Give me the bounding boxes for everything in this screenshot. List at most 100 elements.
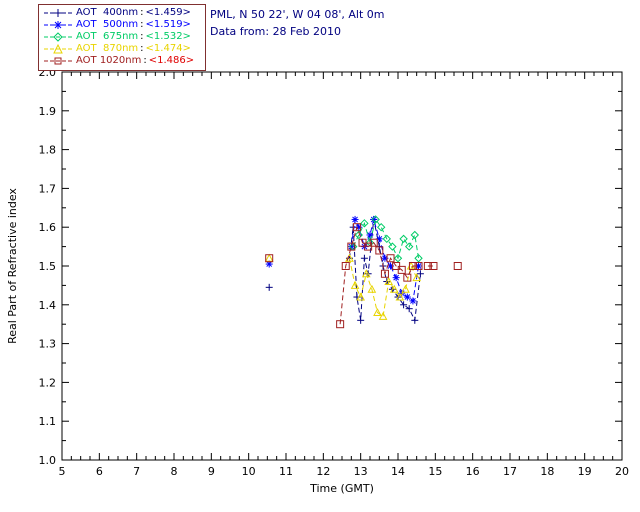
legend-item: AOT 500nm: <1.519> [43, 19, 201, 31]
y-tick-label: 1.8 [39, 144, 57, 157]
marker-square [403, 273, 412, 282]
x-tick-label: 16 [466, 465, 480, 478]
marker-square [265, 254, 274, 263]
marker-diamond [399, 234, 408, 244]
legend-series-mean-value: <1.519> [145, 19, 191, 30]
legend-item: AOT 1020nm: <1.486> [43, 55, 201, 67]
legend-series-mean-value: <1.486> [148, 55, 195, 66]
series-line [352, 218, 420, 260]
x-tick-label: 12 [316, 465, 330, 478]
y-tick-label: 1.6 [39, 221, 57, 234]
marker-triangle [412, 273, 422, 282]
marker-square [369, 238, 378, 247]
marker-diamond [410, 230, 420, 240]
marker-diamond [354, 230, 364, 240]
marker-diamond [382, 234, 392, 244]
marker-diamond [371, 215, 380, 224]
marker-triangle [378, 311, 388, 320]
marker-asterisk [404, 294, 411, 300]
marker-diamond [393, 254, 403, 263]
legend-separator: : [140, 43, 144, 54]
legend-separator: : [140, 19, 144, 30]
legend-line-sample [44, 32, 72, 42]
x-tick-label: 19 [578, 465, 592, 478]
x-axis-label: Time (GMT) [309, 482, 374, 495]
legend-separator: : [140, 31, 144, 42]
legend: AOT 400nm: <1.459> AOT 500nm: <1.519> AOT 67… [38, 4, 206, 71]
y-tick-label: 1.9 [39, 105, 57, 118]
x-tick-label: 9 [208, 465, 215, 478]
marker-diamond [414, 254, 423, 263]
legend-line-sample [44, 44, 72, 54]
x-tick-label: 13 [354, 465, 368, 478]
marker-square [453, 262, 462, 270]
marker-square [429, 262, 438, 270]
y-tick-label: 1.5 [39, 260, 57, 273]
marker-asterisk [266, 261, 273, 267]
x-tick-label: 6 [96, 465, 103, 478]
marker-diamond [360, 219, 369, 228]
y-tick-label: 1.0 [39, 454, 57, 467]
marker-asterisk [352, 216, 358, 223]
x-tick-label: 7 [133, 465, 140, 478]
y-tick-label: 1.4 [39, 299, 57, 312]
marker-triangle [264, 253, 274, 262]
marker-square [386, 254, 395, 263]
legend-item: AOT 400nm: <1.459> [43, 7, 201, 19]
marker-triangle [384, 276, 394, 285]
legend-item: AOT 675nm: <1.532> [43, 31, 201, 43]
marker-square [375, 246, 384, 255]
x-tick-label: 5 [59, 465, 66, 478]
legend-series-mean-value: <1.459> [145, 7, 191, 18]
x-tick-label: 11 [279, 465, 293, 478]
marker-triangle [401, 284, 410, 293]
series-line [339, 225, 419, 325]
x-tick-label: 10 [242, 465, 256, 478]
marker-square [347, 242, 356, 251]
marker-diamond [376, 222, 386, 232]
marker-square [336, 320, 345, 329]
y-axis-label: Real Part of Refractive index [6, 188, 19, 344]
marker-asterisk [367, 232, 373, 238]
marker-square [423, 262, 432, 270]
legend-series-label: AOT 400nm [76, 7, 139, 18]
marker-triangle [395, 292, 405, 301]
legend-separator: : [140, 7, 144, 18]
series-line [348, 219, 421, 323]
x-tick-label: 17 [503, 465, 517, 478]
marker-square [352, 223, 361, 232]
legend-line-sample [44, 57, 72, 65]
marker-square [380, 269, 389, 278]
marker-triangle [361, 269, 371, 278]
marker-square [341, 262, 350, 270]
marker-triangle [373, 308, 382, 317]
marker-asterisk [348, 243, 355, 250]
marker-triangle [389, 284, 399, 293]
legend-series-label: AOT 675nm [76, 31, 139, 42]
marker-triangle [350, 280, 360, 289]
legend-series-mean-value: <1.532> [145, 31, 191, 42]
legend-line-sample [44, 9, 72, 17]
y-tick-label: 1.1 [39, 415, 57, 428]
x-tick-label: 15 [428, 465, 442, 478]
y-tick-label: 1.7 [39, 182, 57, 195]
legend-series-label: AOT 1020nm [76, 55, 142, 66]
y-tick-label: 1.3 [39, 338, 57, 351]
marker-diamond [388, 242, 397, 251]
marker-asterisk [410, 298, 416, 304]
x-tick-label: 14 [391, 465, 405, 478]
legend-series-mean-value: <1.474> [145, 43, 191, 54]
marker-asterisk [370, 216, 377, 223]
legend-series-label: AOT 870nm [76, 43, 139, 54]
series-line [348, 258, 418, 318]
legend-series-label: AOT 500nm [76, 19, 139, 30]
x-tick-label: 20 [615, 465, 629, 478]
legend-item: AOT 870nm: <1.474> [43, 43, 201, 55]
marker-diamond [404, 242, 414, 251]
data-date: Data from: 28 Feb 2010 [210, 25, 342, 38]
marker-triangle [356, 292, 366, 301]
site-info: PML, N 50 22', W 04 08', Alt 0m [210, 8, 385, 21]
x-tick-label: 8 [171, 465, 178, 478]
